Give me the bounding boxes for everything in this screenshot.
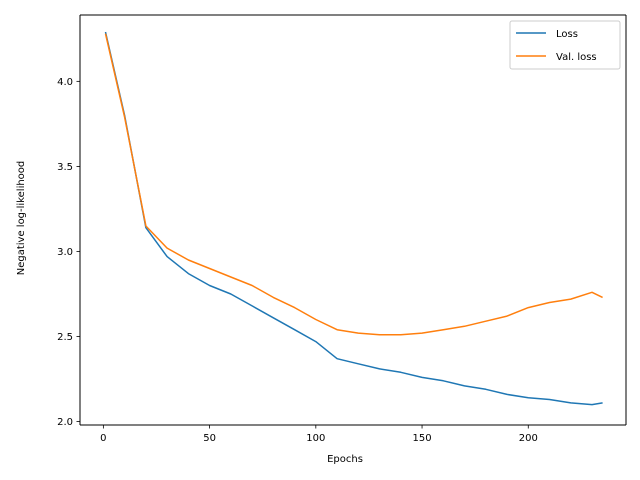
axes-layer (79, 14, 627, 426)
x-tick-label: 100 (306, 433, 325, 444)
series-line-loss (104, 31, 603, 406)
legend: Loss Val. loss (509, 20, 621, 70)
plot-area (80, 15, 626, 425)
y-tick-label: 2.5 (57, 332, 73, 343)
series-layer (104, 31, 603, 406)
legend-label-val-loss: Val. loss (556, 52, 597, 63)
y-tick-label: 3.5 (57, 162, 73, 173)
x-tick-label: 150 (412, 433, 431, 444)
y-tick-label: 2.0 (57, 417, 73, 428)
x-tick-label: 0 (100, 433, 106, 444)
y-axis-label: Negative log-likelihood (16, 161, 27, 276)
legend-label-loss: Loss (556, 29, 578, 40)
x-axis-label: Epochs (327, 454, 363, 465)
x-tick-label: 50 (203, 433, 216, 444)
ticks-layer: 0 50 100 150 200 2.0 2.5 3.0 3.5 4.0 (57, 77, 538, 444)
y-tick-label: 4.0 (57, 77, 73, 88)
x-tick-label: 200 (519, 433, 538, 444)
series-line-val-loss (104, 33, 603, 336)
y-tick-label: 3.0 (57, 247, 73, 258)
